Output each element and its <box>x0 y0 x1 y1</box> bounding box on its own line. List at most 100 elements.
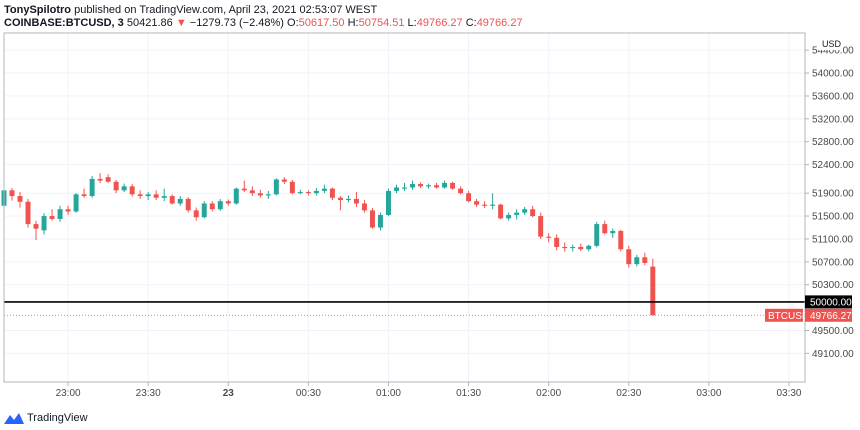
y-tick-label: 49100.00 <box>812 349 854 360</box>
last-tag-box <box>805 308 852 322</box>
last-price-tag: BTCUSD 49766.27 <box>765 308 852 322</box>
candle-body-75 <box>602 224 608 234</box>
candle-body-27 <box>217 201 223 210</box>
candle-body-72 <box>578 246 584 250</box>
y-tick-label: 53200.00 <box>812 114 854 125</box>
y-tick-label: 52800.00 <box>812 137 854 148</box>
candle-body-71 <box>570 246 576 249</box>
candle-body-33 <box>265 194 271 196</box>
candle-body-63 <box>506 214 512 219</box>
candle-body-62 <box>498 204 504 219</box>
time-axis[interactable]: 23:00 23:30 23 00:30 01:00 01:30 02:00 02:30 03:… <box>56 382 802 399</box>
candle-body-19 <box>153 194 159 198</box>
ticker-open-label: O: <box>287 17 299 29</box>
candle-body-70 <box>562 246 568 249</box>
candle-body-50 <box>402 187 407 189</box>
x-tick-label: 00:30 <box>296 388 321 399</box>
candle-body-11 <box>89 178 95 197</box>
y-tick-label: 50300.00 <box>812 280 854 291</box>
publisher-line: TonySpilotro published on TradingView.co… <box>4 4 377 16</box>
candle-body-36 <box>289 181 295 194</box>
candle-body-45 <box>361 203 367 211</box>
y-tick-label: 52400.00 <box>812 160 854 171</box>
x-tick-label: 23:00 <box>56 388 81 399</box>
candle-body-76 <box>610 230 616 234</box>
candle-body-65 <box>522 209 528 213</box>
ticker-low-label: L: <box>408 17 417 29</box>
candle-body-44 <box>353 198 359 204</box>
candle-body-7 <box>57 209 63 219</box>
tradingview-logo-icon <box>4 413 24 424</box>
footer-brand[interactable]: TradingView <box>4 409 88 427</box>
candle-body-31 <box>249 190 255 194</box>
candle-body-20 <box>161 196 167 198</box>
candle-body-21 <box>169 196 175 204</box>
x-tick-label: 03:30 <box>776 388 801 399</box>
axis-unit: USD <box>822 39 842 49</box>
x-tick-label: 23 <box>223 388 235 399</box>
candle-body-18 <box>145 194 151 197</box>
grid <box>4 33 805 382</box>
plot-area <box>1 32 806 383</box>
ticker-high: 50754.51 <box>359 17 405 29</box>
symbol-tag-box <box>765 308 803 322</box>
candle-body-74 <box>594 224 600 246</box>
candle-body-8 <box>65 209 71 212</box>
candle-body-30 <box>241 188 247 191</box>
y-tick-label: 51100.00 <box>812 234 853 245</box>
candle-body-56 <box>450 182 456 189</box>
candle-body-25 <box>201 203 207 218</box>
y-tick-label: 54000.00 <box>812 69 854 80</box>
candle-body-64 <box>514 212 520 215</box>
candle-body-69 <box>554 237 560 247</box>
y-tick-label: 50700.00 <box>812 257 854 268</box>
candle-body-10 <box>81 194 87 197</box>
x-tick-label: 01:00 <box>376 388 401 399</box>
candle-body-29 <box>233 188 239 204</box>
ticker-low: 49766.27 <box>417 17 463 29</box>
level-price-tag: 50000.00 <box>805 295 852 309</box>
candle-body-52 <box>418 184 424 187</box>
candle-body-81 <box>650 266 656 316</box>
candle-body-15 <box>121 186 127 191</box>
x-tick-label: 23:30 <box>136 388 161 399</box>
candle-body-2 <box>17 196 23 202</box>
candle-body-12 <box>97 178 103 181</box>
candle-body-39 <box>313 190 319 194</box>
ticker-high-label: H: <box>348 17 359 29</box>
level-tag-label: 50000.00 <box>810 297 852 308</box>
candle-body-77 <box>618 230 624 250</box>
ticker-symbol: COINBASE:BTCUSD, 3 <box>4 17 124 29</box>
candle-body-38 <box>305 192 311 194</box>
candle-body-22 <box>177 198 183 204</box>
candle-body-59 <box>474 201 480 205</box>
candle-body-79 <box>634 257 640 265</box>
candles <box>1 173 656 316</box>
publisher-author: TonySpilotro <box>4 4 71 16</box>
ticker-change-arrow: ▼ <box>176 17 187 29</box>
publisher-text: published on TradingView.com, April 23, … <box>74 4 377 16</box>
candle-body-68 <box>546 236 552 238</box>
y-tick-label: 51500.00 <box>812 212 854 223</box>
candle-body-37 <box>297 192 303 194</box>
candle-body-80 <box>642 257 648 263</box>
candle-body-28 <box>225 201 231 204</box>
candle-body-66 <box>530 209 536 217</box>
candle-body-40 <box>321 188 327 191</box>
x-tick-label: 02:30 <box>616 388 641 399</box>
candle-body-17 <box>137 194 143 197</box>
candle-body-32 <box>257 193 263 196</box>
y-tick-label: 49500.00 <box>812 326 854 337</box>
candle-body-35 <box>281 179 287 182</box>
candle-body-57 <box>458 188 464 194</box>
price-axis[interactable]: 49100.00 49500.00 50300.00 50700.00 51100.00… <box>805 46 854 360</box>
ticker-last: 50421.86 <box>127 17 173 29</box>
footer-brand-text: TradingView <box>27 412 88 424</box>
ticker-close-label: C: <box>466 17 477 29</box>
candle-body-51 <box>410 184 415 188</box>
ticker-change: −1279.73 (−2.48%) <box>190 17 284 29</box>
candle-body-42 <box>337 197 343 201</box>
candle-body-49 <box>394 187 399 191</box>
x-tick-label: 01:30 <box>456 388 481 399</box>
candle-body-26 <box>209 203 215 210</box>
